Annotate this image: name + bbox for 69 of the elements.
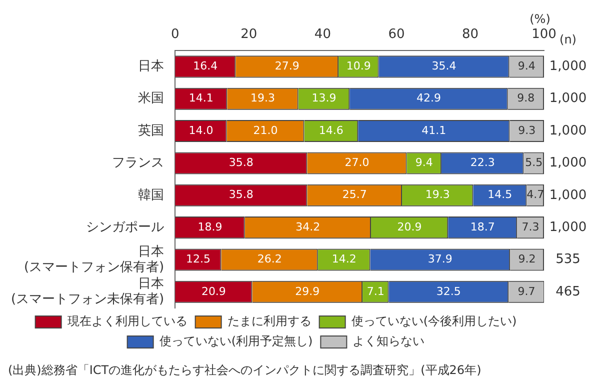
data-label: 9.2 [518, 252, 536, 266]
data-label: 9.7 [518, 284, 536, 298]
x-tick-label: 100 [532, 27, 556, 42]
data-label: 20.9 [201, 284, 226, 298]
y-tick-label: 米国 [138, 91, 164, 106]
data-label: 42.9 [416, 92, 441, 105]
x-tick-label: 80 [462, 27, 478, 42]
data-label: 14.0 [188, 124, 214, 137]
y2-tick-label: 1,000 [549, 123, 587, 138]
data-label: 37.9 [428, 252, 452, 266]
data-label: 19.3 [250, 92, 275, 105]
data-label: 34.2 [296, 220, 320, 234]
x-tick-label: 60 [388, 27, 405, 42]
legend-label: よく知らない [352, 334, 425, 348]
x-tick-label: 20 [240, 27, 258, 42]
y2-tick-label: 1,000 [549, 156, 587, 171]
data-label: 14.6 [318, 124, 344, 137]
data-label: 27.0 [344, 156, 370, 170]
data-label: 19.3 [425, 188, 450, 202]
legend-label: 使っていない(利用予定無し) [159, 334, 313, 348]
y2-tick-label: 465 [556, 284, 580, 300]
data-label: 7.3 [522, 220, 540, 234]
data-label: 7.1 [366, 284, 384, 298]
y-tick-label: 日本 (スマートフォン保有者) [24, 244, 164, 275]
y-tick-label: 韓国 [138, 188, 164, 203]
data-label: 25.7 [342, 188, 367, 202]
data-label: 32.5 [436, 284, 461, 298]
data-label: 9.3 [518, 124, 536, 137]
y-tick-label: 日本 (スマートフォン未保有者) [10, 276, 164, 308]
y2-tick-label: 1,000 [549, 188, 587, 203]
data-label: 26.2 [257, 252, 282, 266]
data-label: 29.9 [295, 284, 320, 298]
x-axis-title: (%) [530, 12, 550, 26]
data-label: 35.4 [432, 60, 456, 73]
data-label: 22.3 [470, 156, 495, 170]
data-label: 10.9 [346, 60, 371, 73]
x-tick-label: 0 [171, 27, 180, 42]
text: (出典)総務省「ICTの進化がもたらす社会へのインパクトに関する調査研究」(平成26年) [8, 362, 482, 379]
y2-tick-label: 535 [556, 252, 580, 268]
data-label: 12.5 [186, 252, 210, 266]
y-tick-label: シンガポール [86, 220, 164, 235]
data-label: 20.9 [397, 220, 422, 234]
legend-label: たまに利用する [227, 314, 312, 328]
y-tick-label: フランス [112, 156, 164, 171]
data-label: 18.7 [470, 220, 495, 234]
y2-tick-label: 1,000 [549, 220, 587, 235]
y-tick-label: 日本 [138, 59, 164, 74]
data-label: 14.2 [332, 252, 356, 266]
data-label: 9.4 [415, 156, 433, 170]
data-label: 16.4 [193, 60, 218, 73]
data-label: 5.5 [525, 156, 543, 170]
y2-axis-title: (n) [560, 32, 576, 47]
data-label: 35.8 [228, 188, 254, 202]
data-label: 21.0 [253, 124, 278, 137]
data-label: 9.4 [518, 60, 536, 73]
data-label: 14.5 [488, 188, 512, 202]
data-label: 41.1 [422, 124, 446, 137]
y2-tick-label: 1,000 [549, 59, 587, 74]
data-label: 35.8 [228, 156, 254, 170]
data-label: 9.8 [517, 92, 535, 105]
y2-tick-label: 1,000 [549, 91, 587, 106]
data-label: 18.9 [198, 220, 222, 234]
data-label: 14.1 [188, 92, 214, 105]
data-label: 27.9 [274, 60, 300, 73]
data-label: 13.9 [312, 92, 336, 105]
x-tick-label: 40 [314, 27, 331, 42]
y-tick-label: 英国 [138, 123, 164, 138]
legend-label: 使っていない(今後利用したい) [351, 314, 517, 328]
legend-label: 現在よく利用している [67, 314, 188, 328]
